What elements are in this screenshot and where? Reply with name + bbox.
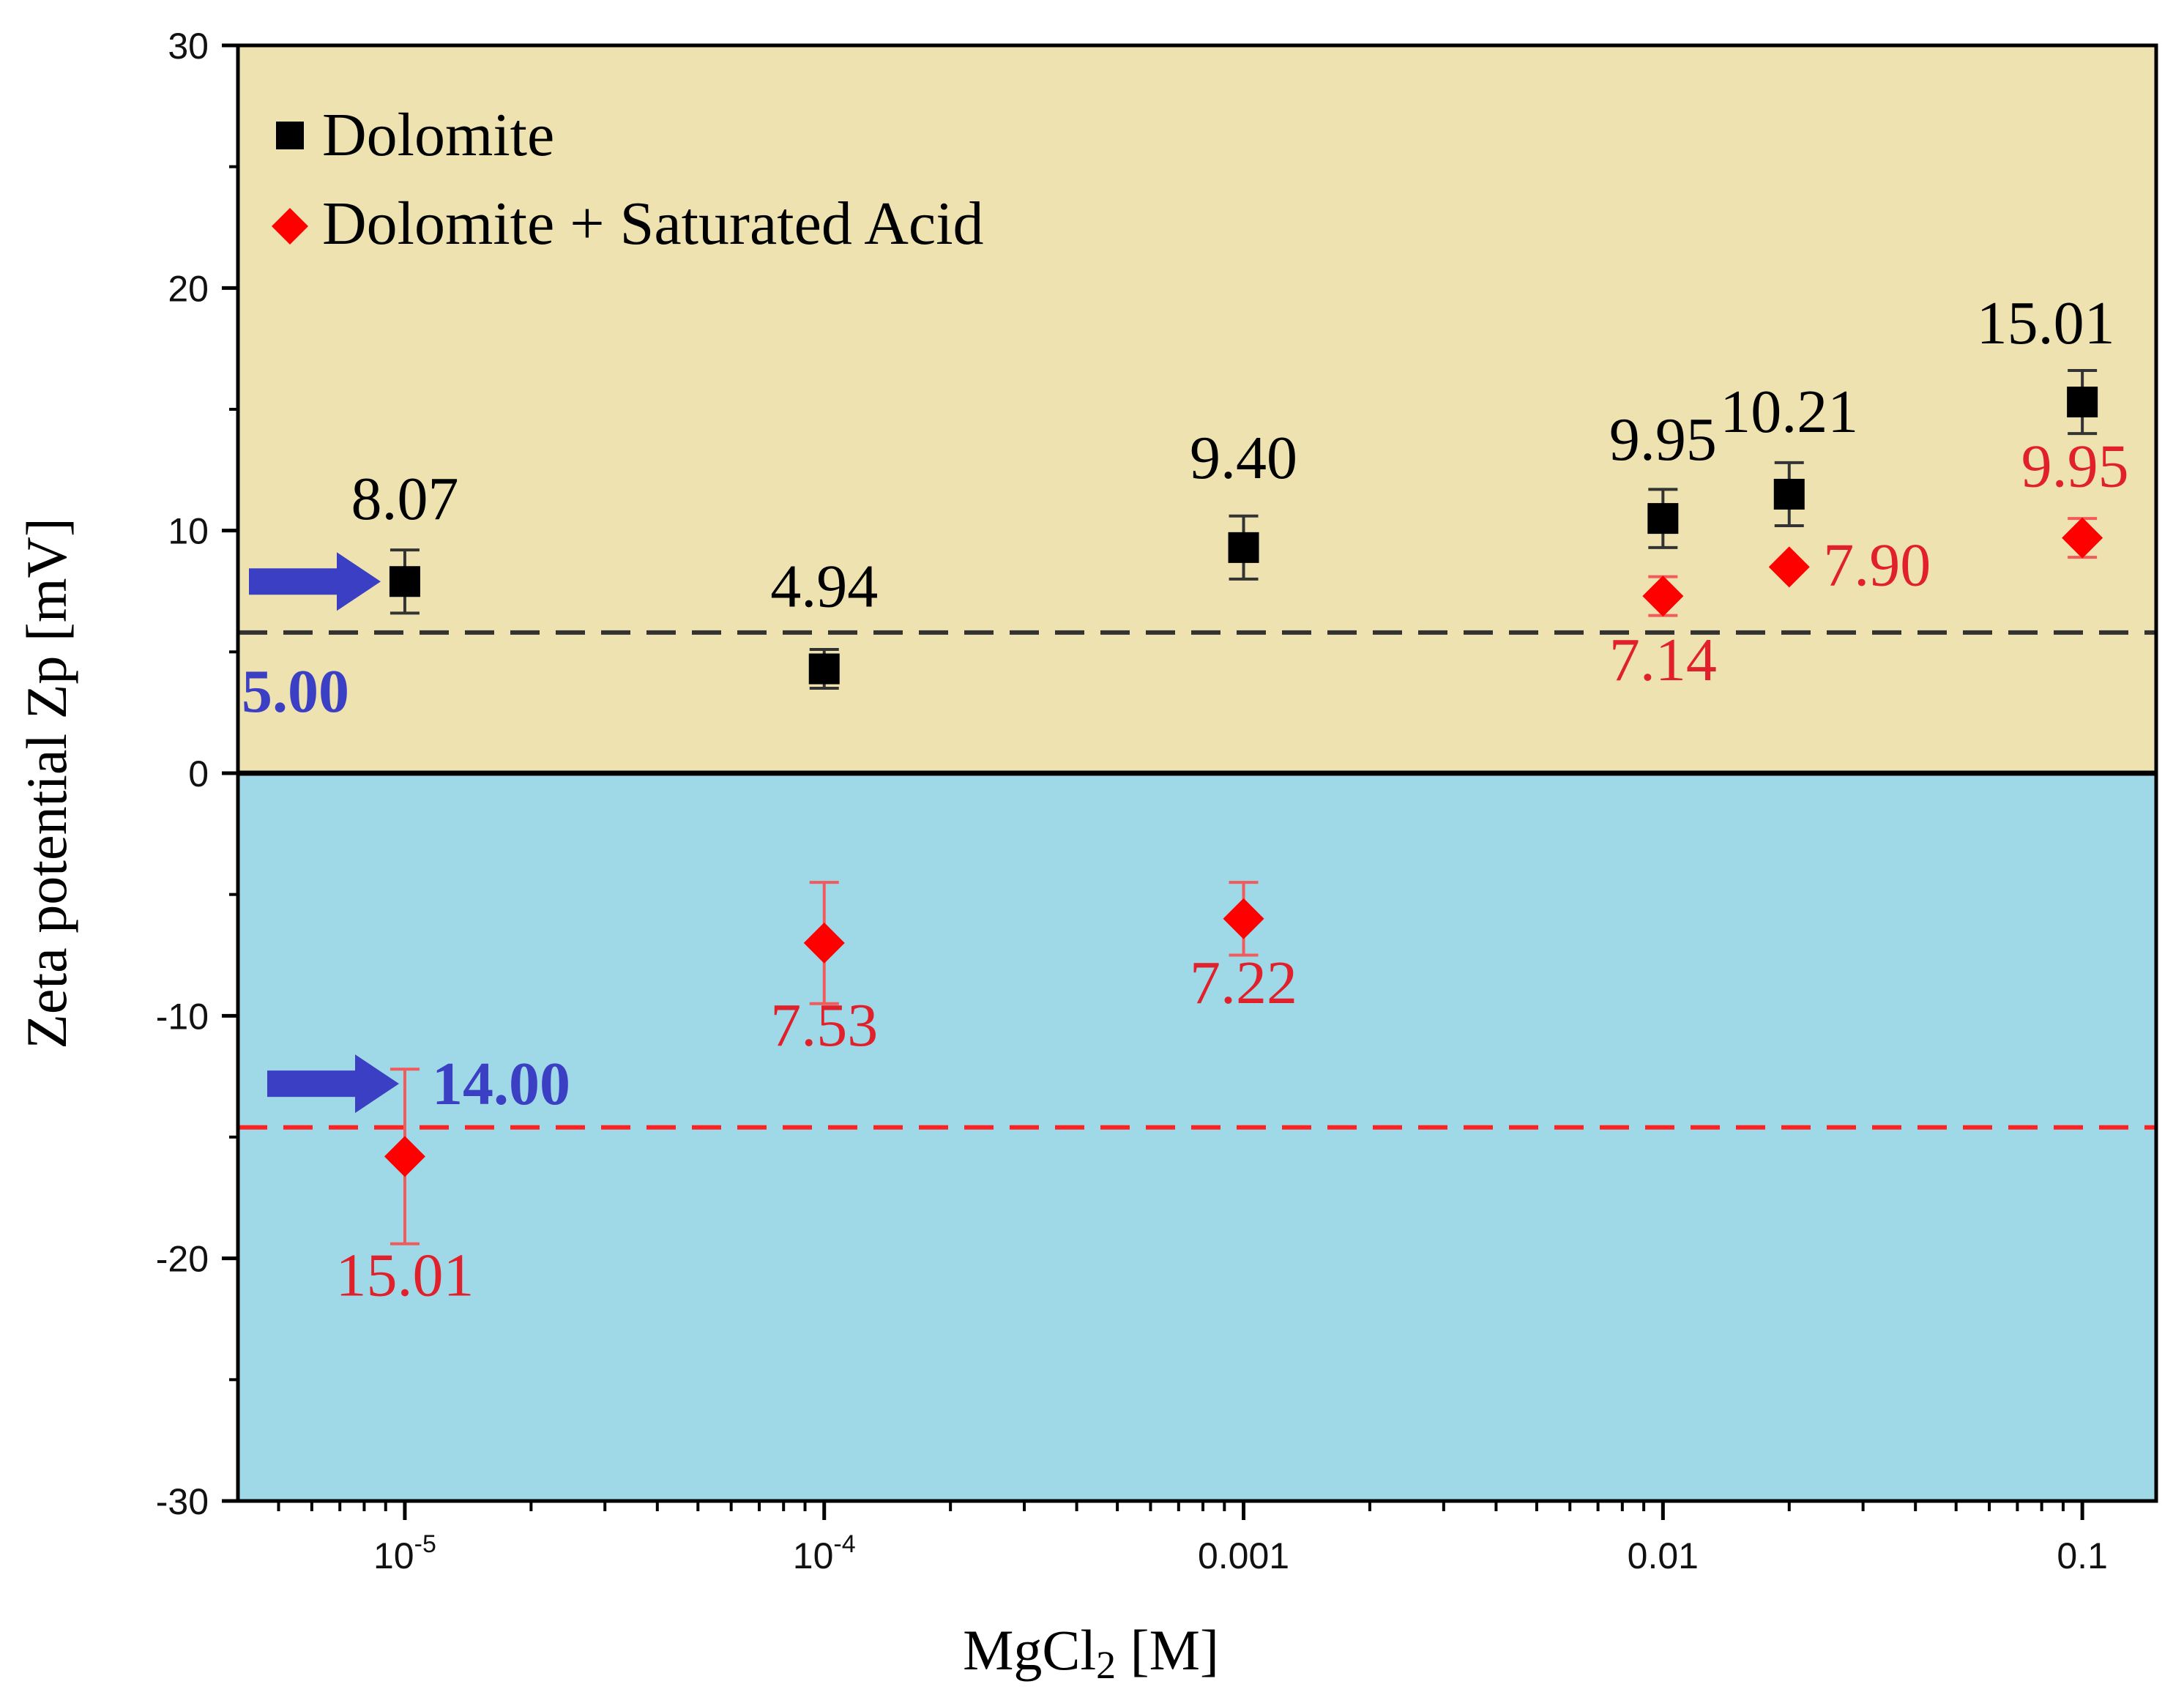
legend: Dolomite Dolomite + Saturated Acid: [272, 101, 984, 258]
y-tick-label: 20: [168, 268, 209, 309]
data-label: 8.07: [351, 465, 458, 533]
marker-dolomite-acid: [803, 922, 845, 964]
marker-dolomite-acid: [384, 1136, 425, 1177]
data-label: 9.95: [1609, 406, 1717, 474]
y-tick-label: -20: [156, 1239, 209, 1280]
data-label: 10.21: [1720, 378, 1858, 446]
legend-label-dolomite-acid: Dolomite + Saturated Acid: [322, 190, 984, 258]
data-label: 4.94: [770, 553, 878, 621]
marker-dolomite-acid: [1223, 898, 1264, 939]
y-tick-label: 0: [188, 753, 209, 794]
legend-marker-dolomite-acid: [272, 208, 308, 245]
blue-arrow: [267, 1054, 399, 1114]
x-axis-title: MgCl2 [M]: [963, 1618, 1219, 1687]
data-label: 15.01: [335, 1242, 474, 1310]
x-tick-label-base: 0.01: [1628, 1535, 1699, 1576]
data-label: 7.14: [1609, 626, 1717, 694]
y-tick-label: 10: [168, 511, 209, 552]
data-label: 9.40: [1190, 424, 1297, 492]
y-tick-label: -30: [156, 1481, 209, 1522]
marker-dolomite: [1647, 503, 1679, 534]
reference-lines: [238, 630, 2156, 1130]
legend-label-dolomite: Dolomite: [322, 101, 554, 169]
x-tick-label: 0.001: [1198, 1535, 1289, 1576]
marker-dolomite-acid: [2062, 517, 2103, 559]
x-tick-label-base: 0.001: [1198, 1535, 1289, 1576]
data-label: 15.01: [1977, 289, 2115, 357]
data-label: 9.95: [2021, 433, 2129, 501]
x-axis-title-main: MgCl: [963, 1618, 1096, 1682]
region-positive: [238, 45, 2156, 773]
x-tick-label-base: 10: [793, 1535, 834, 1576]
marker-dolomite: [1228, 532, 1259, 563]
marker-dolomite-acid: [1642, 575, 1684, 617]
data-label: 7.22: [1190, 949, 1297, 1017]
x-tick-label-base: 0.1: [2057, 1535, 2108, 1576]
reference-label-2: 14.00: [432, 1050, 570, 1118]
x-axis-title-unit: [M]: [1116, 1618, 1219, 1682]
legend-marker-dolomite: [276, 122, 304, 149]
data-label: 7.90: [1823, 531, 1931, 599]
x-tick-label-base: 10: [373, 1535, 414, 1576]
marker-dolomite: [389, 566, 420, 597]
reference-label-1: 5.00: [242, 657, 349, 726]
x-tick-label: 10-4: [793, 1530, 856, 1576]
x-tick-label: 0.01: [1628, 1535, 1699, 1576]
y-tick-label: -10: [156, 996, 209, 1037]
marker-dolomite: [1773, 478, 1805, 510]
x-tick-label-exponent: -4: [833, 1530, 855, 1558]
data-label: 7.53: [770, 991, 878, 1059]
marker-dolomite: [808, 653, 840, 685]
marker-dolomite: [2067, 387, 2098, 418]
x-tick-label: 0.1: [2057, 1535, 2108, 1576]
background-regions: [238, 45, 2156, 1501]
marker-dolomite-acid: [1768, 546, 1810, 588]
x-tick-label-exponent: -5: [414, 1530, 436, 1558]
x-axis-title-subscript: 2: [1096, 1643, 1116, 1687]
series-layer: 8.074.949.40 9.95 10.2115.0115.017.537.227…: [335, 289, 2128, 1309]
y-tick-label: 30: [168, 26, 209, 67]
blue-arrow: [249, 552, 381, 611]
region-negative: [238, 773, 2156, 1501]
y-axis-title: Zeta potential Zp [mV]: [15, 518, 78, 1049]
annotations: 5.00 14.00: [242, 552, 570, 1118]
x-tick-label: 10-5: [373, 1530, 436, 1576]
